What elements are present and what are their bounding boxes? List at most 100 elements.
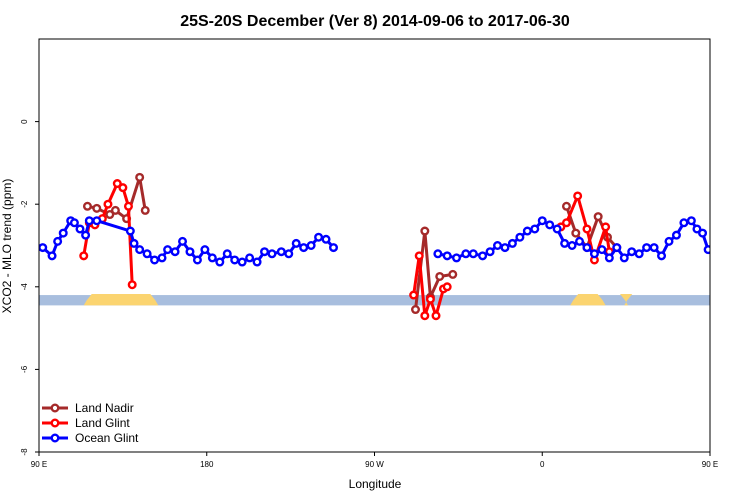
ocean-glint-point bbox=[703, 245, 710, 255]
y-tick-label: -4 bbox=[20, 283, 29, 291]
ocean-glint-point bbox=[252, 257, 262, 267]
land-segment bbox=[570, 294, 606, 306]
land-glint-point bbox=[442, 282, 452, 292]
ocean-glint-point bbox=[515, 232, 525, 242]
ocean-glint-point bbox=[245, 253, 255, 263]
ocean-glint-point bbox=[468, 249, 478, 259]
x-tick-label: 90 W bbox=[365, 460, 384, 469]
x-axis-label: Longitude bbox=[349, 477, 402, 491]
ocean-glint-point bbox=[284, 249, 294, 259]
y-tick-label: -2 bbox=[20, 200, 29, 208]
ocean-glint-point bbox=[291, 238, 301, 248]
ocean-glint-point bbox=[597, 245, 607, 255]
ocean-glint-point bbox=[582, 243, 592, 253]
ocean-glint-point bbox=[125, 226, 135, 236]
ocean-glint-point bbox=[692, 224, 702, 234]
ocean-glint-point bbox=[500, 243, 510, 253]
ocean-glint-point bbox=[192, 255, 202, 265]
ocean-glint-point bbox=[267, 249, 277, 259]
y-tick-label: -8 bbox=[20, 448, 29, 456]
ocean-glint-point bbox=[537, 216, 547, 226]
ocean-glint-point bbox=[200, 245, 210, 255]
land-nadir-point bbox=[561, 201, 571, 211]
ocean-glint-point bbox=[461, 249, 471, 259]
land-glint-point bbox=[118, 183, 128, 193]
ocean-glint-point bbox=[207, 253, 217, 263]
ocean-glint-point bbox=[92, 216, 102, 226]
ocean-glint-point bbox=[328, 243, 338, 253]
land-nadir-point bbox=[411, 305, 421, 315]
ocean-glint-point bbox=[560, 238, 570, 248]
legend-label: Land Nadir bbox=[75, 401, 134, 415]
land-nadir-point bbox=[140, 205, 150, 215]
land-nadir-point bbox=[738, 203, 745, 210]
ocean-glint-point bbox=[299, 243, 309, 253]
ocean-glint-point bbox=[575, 236, 585, 246]
ocean-glint-point bbox=[493, 240, 503, 250]
ocean-glint-point bbox=[170, 247, 180, 257]
ocean-glint-point bbox=[627, 247, 637, 257]
ocean-glint-point bbox=[634, 249, 644, 259]
ocean-glint-point bbox=[129, 238, 139, 248]
x-tick-label: 90 E bbox=[31, 460, 47, 469]
ocean-glint-point bbox=[58, 228, 68, 238]
ocean-glint-point bbox=[53, 236, 63, 246]
ocean-glint-point bbox=[671, 230, 681, 240]
land-nadir-point bbox=[448, 269, 458, 279]
land-glint-point bbox=[103, 199, 113, 209]
ocean-glint-point bbox=[552, 224, 562, 234]
ocean-glint-point bbox=[260, 247, 270, 257]
ocean-glint-point bbox=[230, 255, 240, 265]
ocean-glint-point bbox=[530, 224, 540, 234]
land-glint-point bbox=[582, 224, 592, 234]
ocean-glint-point bbox=[478, 251, 488, 261]
land-nadir-point bbox=[82, 201, 92, 211]
legend-label: Ocean Glint bbox=[75, 431, 139, 445]
ocean-glint-point bbox=[142, 249, 152, 259]
land-nadir-point bbox=[92, 203, 102, 213]
legend-label: Land Glint bbox=[75, 416, 130, 430]
land-glint-point bbox=[79, 251, 89, 261]
land-nadir-line bbox=[742, 177, 750, 218]
ocean-glint-point bbox=[135, 245, 145, 255]
legend-swatch-point bbox=[50, 403, 60, 413]
ocean-glint-point bbox=[222, 249, 232, 259]
ocean-glint-point bbox=[163, 245, 173, 255]
plot-area bbox=[39, 172, 750, 321]
legend-swatch-point bbox=[50, 418, 60, 428]
land-nadir-point bbox=[135, 172, 145, 182]
ocean-band bbox=[39, 295, 710, 306]
land-glint-point bbox=[601, 222, 611, 232]
series-ocean-glint bbox=[39, 216, 710, 267]
ocean-glint-point bbox=[321, 234, 331, 244]
ocean-glint-point bbox=[39, 243, 48, 253]
ocean-glint-point bbox=[679, 218, 689, 228]
ocean-glint-point bbox=[642, 243, 652, 253]
land-nadir-point bbox=[105, 210, 115, 220]
ocean-glint-point bbox=[75, 224, 85, 234]
ocean-glint-point bbox=[157, 253, 167, 263]
ocean-glint-point bbox=[442, 251, 452, 261]
ocean-glint-point bbox=[657, 251, 667, 261]
legend-item-ocean-glint: Ocean Glint bbox=[42, 431, 139, 445]
land-glint-point bbox=[127, 280, 137, 290]
ocean-glint-point bbox=[649, 243, 659, 253]
land-nadir-point bbox=[593, 212, 603, 222]
land-glint-point bbox=[425, 294, 435, 304]
x-tick-label: 90 E bbox=[702, 460, 718, 469]
ocean-glint-point bbox=[433, 249, 443, 259]
x-axis: 90 E 180 90 W 0 90 E bbox=[31, 452, 718, 469]
ocean-glint-point bbox=[69, 218, 79, 228]
ocean-glint-point bbox=[84, 216, 94, 226]
ocean-glint-point bbox=[545, 220, 555, 230]
land-nadir-point bbox=[110, 205, 120, 215]
ocean-glint-point bbox=[619, 253, 629, 263]
ocean-glint-point bbox=[150, 255, 160, 265]
land-glint-point bbox=[573, 191, 583, 201]
land-nadir-point bbox=[571, 228, 581, 238]
land-glint-point bbox=[731, 253, 738, 260]
land-segment bbox=[83, 294, 159, 306]
series-layer bbox=[39, 172, 750, 321]
y-axis-label: XCO2 - MLO trend (ppm) bbox=[0, 179, 14, 314]
